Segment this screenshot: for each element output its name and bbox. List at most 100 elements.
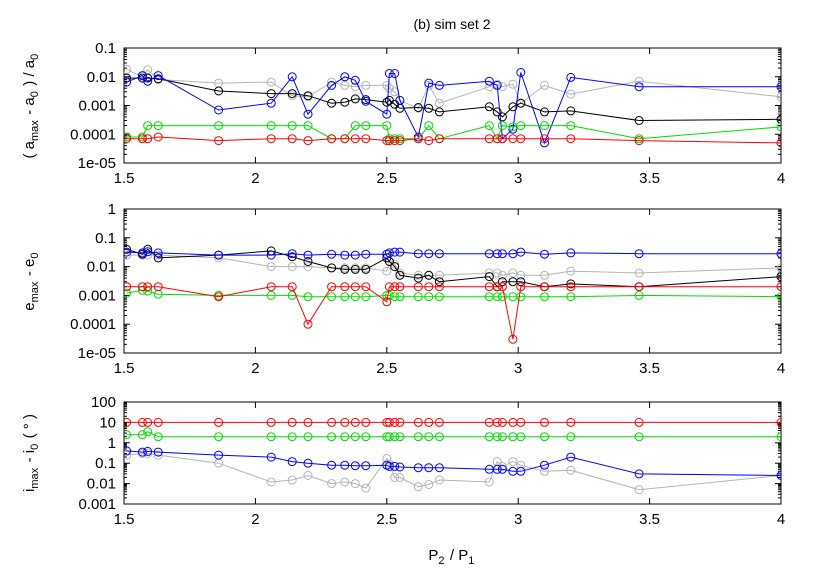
data-point-blue — [361, 249, 371, 259]
data-point-red — [137, 134, 147, 144]
data-point-green — [303, 432, 313, 442]
data-point-green — [540, 121, 549, 131]
data-point-green — [266, 432, 276, 442]
data-point-green — [540, 292, 549, 302]
data-point-black — [497, 277, 507, 287]
data-point-blue — [395, 95, 405, 105]
data-point-gray — [540, 80, 549, 90]
data-point-blue — [124, 247, 132, 257]
data-point-red — [340, 417, 350, 427]
data-point-gray — [566, 266, 576, 276]
data-point-black — [634, 116, 644, 125]
data-point-gray — [508, 79, 518, 89]
data-point-black — [214, 86, 224, 96]
y-tick-label: 0.001 — [78, 98, 116, 115]
data-point-blue — [327, 249, 337, 259]
y-axis-label: ( amax - a0 ) / a0 — [21, 52, 41, 158]
data-point-gray — [266, 77, 276, 87]
data-point-green — [516, 121, 526, 131]
data-point-gray — [287, 475, 297, 485]
data-point-gray — [395, 473, 405, 482]
data-point-green — [776, 292, 781, 302]
data-point-red — [776, 282, 781, 292]
x-tick-label: 1.5 — [114, 360, 135, 377]
data-point-blue — [350, 250, 360, 260]
x-tick-label: 3 — [514, 360, 522, 377]
data-point-red — [350, 417, 360, 427]
data-point-red — [124, 417, 132, 427]
data-point-blue — [390, 69, 400, 78]
x-tick-label: 3.5 — [639, 360, 660, 377]
plots-container: 1.5 2 2.5 3 3.5 4 1e-05 0.0001 0.001 0.01 0.1 ( ama… — [21, 40, 785, 528]
x-tick-label: 2 — [251, 511, 259, 528]
data-point-gray — [434, 270, 444, 280]
x-tick-label: 3 — [514, 511, 522, 528]
series-line-green — [126, 431, 781, 438]
series-group — [124, 64, 781, 148]
data-point-green — [516, 432, 526, 442]
data-point-gray — [382, 80, 392, 90]
data-point-green — [287, 121, 297, 131]
data-point-black — [153, 253, 163, 263]
data-point-gray — [124, 64, 132, 74]
data-point-green — [390, 432, 400, 442]
data-point-gray — [516, 270, 526, 280]
data-point-blue — [350, 461, 360, 471]
y-axis-label: emax - e0 — [21, 251, 41, 310]
data-point-red — [540, 417, 549, 427]
x-tick-label: 4 — [777, 170, 785, 187]
data-point-red — [384, 136, 394, 146]
data-point-gray — [350, 479, 360, 489]
data-point-black — [303, 257, 313, 266]
data-point-black — [124, 244, 132, 254]
data-point-gray — [540, 270, 549, 280]
data-point-blue — [566, 72, 576, 82]
data-point-green — [634, 432, 644, 442]
data-point-red — [434, 417, 444, 427]
data-point-blue — [303, 458, 313, 468]
data-point-blue — [214, 250, 224, 260]
data-point-blue — [484, 76, 494, 86]
data-point-gray — [287, 262, 297, 272]
data-point-green — [384, 290, 394, 300]
data-point-blue — [634, 249, 644, 259]
data-point-green — [424, 432, 434, 442]
x-tick-label: 2 — [251, 360, 259, 377]
data-point-blue — [214, 105, 224, 115]
data-point-gray — [497, 270, 507, 280]
x-tick-label: 2.5 — [376, 511, 397, 528]
data-point-black — [287, 252, 297, 262]
data-point-red — [492, 417, 502, 427]
data-point-green — [424, 121, 434, 131]
data-point-black — [434, 107, 444, 117]
data-point-red — [516, 282, 526, 292]
data-point-blue — [287, 72, 297, 82]
data-point-blue — [340, 460, 350, 470]
plot-frame — [123, 47, 782, 164]
data-point-black — [776, 272, 781, 282]
data-point-blue — [303, 250, 313, 260]
data-point-green — [340, 292, 350, 302]
y-tick-label: 0.01 — [87, 69, 116, 86]
data-point-gray — [776, 263, 781, 273]
y-tick-label: 1e-05 — [78, 155, 116, 172]
data-point-red — [266, 417, 276, 427]
x-tick-label: 3 — [514, 170, 522, 187]
data-point-gray — [266, 262, 276, 272]
data-point-red — [327, 282, 337, 292]
data-point-red — [287, 417, 297, 427]
data-point-black — [484, 272, 494, 282]
panel-e: 1.5 2 2.5 3 3.5 4 1e-05 0.0001 0.001 0.01 0.1 1 emax… — [21, 201, 785, 377]
data-point-red — [137, 282, 147, 292]
data-point-gray — [153, 450, 163, 460]
y-tick-label: 100 — [91, 394, 116, 411]
data-point-green — [566, 292, 576, 302]
data-point-gray — [327, 479, 337, 489]
data-point-black — [327, 263, 337, 273]
data-point-blue — [492, 464, 502, 474]
data-point-green — [214, 121, 224, 131]
data-point-black — [340, 264, 350, 274]
data-point-green — [124, 430, 132, 440]
data-point-gray — [413, 482, 423, 492]
data-point-red — [137, 417, 147, 427]
